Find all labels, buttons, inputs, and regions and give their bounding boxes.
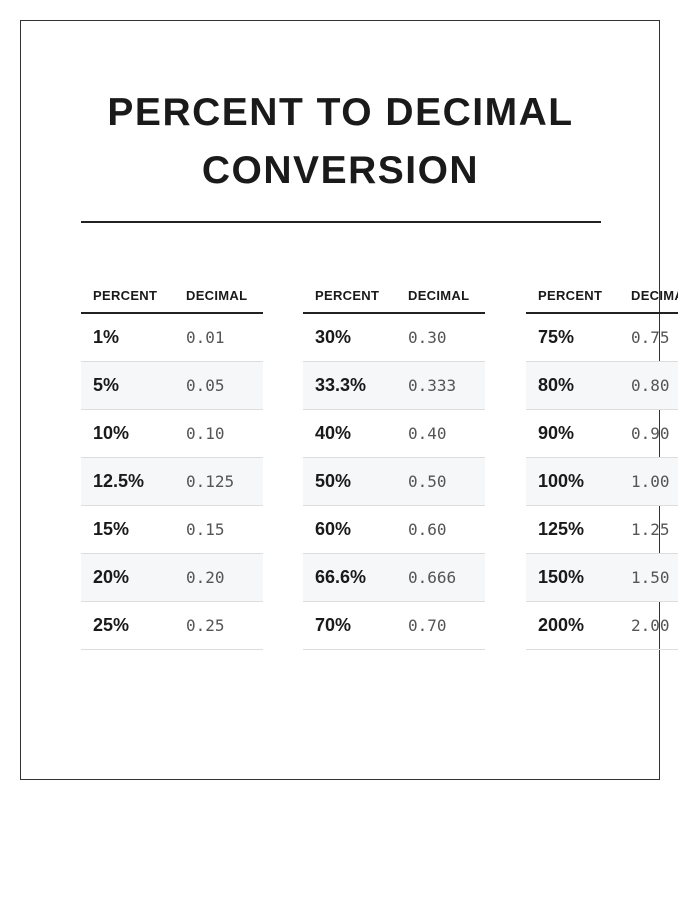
page-title: PERCENT TO DECIMAL CONVERSION <box>80 84 601 200</box>
percent-cell: 200% <box>526 601 619 650</box>
table-row: 60% 0.60 <box>303 505 485 554</box>
decimal-cell: 0.01 <box>174 313 263 362</box>
table-row: 1% 0.01 <box>81 313 263 362</box>
decimal-column-header: DECIMAL <box>619 278 678 314</box>
percent-cell: 10% <box>81 409 174 458</box>
table-row: 200% 2.00 <box>526 601 678 650</box>
percent-column-header: PERCENT <box>526 278 619 314</box>
table-row: 30% 0.30 <box>303 313 485 362</box>
decimal-cell: 0.15 <box>174 505 263 554</box>
decimal-cell: 1.25 <box>619 505 678 554</box>
conversion-table: PERCENT DECIMAL 1% 0.01 5% 0.05 10% 0.10 12.5% 0.… <box>81 278 263 650</box>
percent-cell: 90% <box>526 409 619 458</box>
table-row: 66.6% 0.666 <box>303 553 485 602</box>
conversion-table-2: PERCENT DECIMAL 30% 0.30 33.3% 0.333 40% 0.40 50… <box>303 278 485 650</box>
conversion-table: PERCENTDECIMAL75%0.7580%0.8090%0.90100%1… <box>526 278 678 650</box>
title-line-1: PERCENT TO DECIMAL <box>107 91 574 134</box>
decimal-cell: 1.00 <box>619 457 678 506</box>
decimal-cell: 0.20 <box>174 553 263 602</box>
decimal-cell: 0.333 <box>396 361 485 410</box>
conversion-table: PERCENT DECIMAL 30% 0.30 33.3% 0.333 40% 0.40 50… <box>303 278 485 650</box>
percent-cell: 50% <box>303 457 396 506</box>
conversion-table-3-clip: PERCENTDECIMAL75%0.7580%0.8090%0.90100%1… <box>526 278 678 650</box>
table-row: 10% 0.10 <box>81 409 263 458</box>
decimal-cell: 0.90 <box>619 409 678 458</box>
percent-cell: 60% <box>303 505 396 554</box>
percent-cell: 15% <box>81 505 174 554</box>
table-row: 12.5% 0.125 <box>81 457 263 506</box>
decimal-cell: 0.25 <box>174 601 263 650</box>
decimal-cell: 0.75 <box>619 313 678 362</box>
percent-cell: 70% <box>303 601 396 650</box>
percent-cell: 80% <box>526 361 619 410</box>
table-row: 15% 0.15 <box>81 505 263 554</box>
decimal-cell: 0.80 <box>619 361 678 410</box>
table-row: 40% 0.40 <box>303 409 485 458</box>
percent-cell: 1% <box>81 313 174 362</box>
table-row: 90% 0.90 <box>526 409 678 458</box>
decimal-cell: 0.40 <box>396 409 485 458</box>
percent-cell: 125% <box>526 505 619 554</box>
table-row: 150% 1.50 <box>526 553 678 602</box>
table-row: 20% 0.20 <box>81 553 263 602</box>
decimal-cell: 0.05 <box>174 361 263 410</box>
percent-cell: 33.3% <box>303 361 396 410</box>
decimal-cell: 0.30 <box>396 313 485 362</box>
table-row: 50% 0.50 <box>303 457 485 506</box>
table-row: 33.3% 0.333 <box>303 361 485 410</box>
table-row: 5% 0.05 <box>81 361 263 410</box>
decimal-cell: 0.70 <box>396 601 485 650</box>
decimal-cell: 0.125 <box>174 457 263 506</box>
decimal-column-header: DECIMAL <box>174 278 263 314</box>
decimal-cell: 2.00 <box>619 601 678 650</box>
decimal-cell: 0.10 <box>174 409 263 458</box>
table-row: 125% 1.25 <box>526 505 678 554</box>
percent-cell: 12.5% <box>81 457 174 506</box>
percent-cell: 5% <box>81 361 174 410</box>
title-line-2: CONVERSION <box>201 149 480 192</box>
table-row: 25% 0.25 <box>81 601 263 650</box>
percent-cell: 25% <box>81 601 174 650</box>
percent-cell: 150% <box>526 553 619 602</box>
decimal-cell: 1.50 <box>619 553 678 602</box>
percent-cell: 100% <box>526 457 619 506</box>
percent-cell: 40% <box>303 409 396 458</box>
table-row: 75% 0.75 <box>526 313 678 362</box>
conversion-table-3: PERCENTDECIMAL75%0.7580%0.8090%0.90100%1… <box>526 278 678 650</box>
percent-cell: 66.6% <box>303 553 396 602</box>
table-row: 70% 0.70 <box>303 601 485 650</box>
decimal-column-header: DECIMAL <box>396 278 485 314</box>
percent-cell: 75% <box>526 313 619 362</box>
decimal-cell: 0.666 <box>396 553 485 602</box>
title-divider <box>81 221 601 223</box>
percent-column-header: PERCENT <box>81 278 174 314</box>
decimal-cell: 0.60 <box>396 505 485 554</box>
conversion-table-1: PERCENT DECIMAL 1% 0.01 5% 0.05 10% 0.10 12.5% 0.… <box>81 278 263 650</box>
decimal-cell: 0.50 <box>396 457 485 506</box>
table-row: 80% 0.80 <box>526 361 678 410</box>
table-row: 100% 1.00 <box>526 457 678 506</box>
percent-cell: 20% <box>81 553 174 602</box>
percent-column-header: PERCENT <box>303 278 396 314</box>
percent-cell: 30% <box>303 313 396 362</box>
